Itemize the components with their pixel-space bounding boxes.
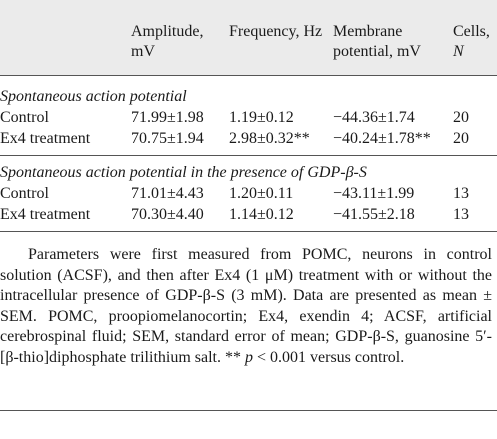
section-title: Spontaneous action potential in the pres… <box>0 164 367 181</box>
table-cell: 1.19±0.12 <box>229 109 294 126</box>
table-cell: 2.98±0.32** <box>229 129 310 147</box>
table-cell: 1.20±0.11 <box>229 185 294 202</box>
table-cell: −41.55±2.18 <box>333 205 415 223</box>
table-cell: −40.24±1.78** <box>333 129 431 147</box>
footnote-text: p <box>245 348 253 366</box>
section-title: Spontaneous action potential <box>0 88 187 105</box>
table-cell: 70.30±4.40 <box>131 205 204 223</box>
footnote-text: < 0.001 versus control. <box>253 348 405 366</box>
footnote: Parameters were first measured from POMC… <box>0 245 492 369</box>
rule <box>0 231 497 232</box>
row-label: Control <box>0 185 49 202</box>
table-cell: 71.01±4.43 <box>131 185 204 202</box>
table-cell: 13 <box>453 185 469 202</box>
rule <box>0 410 497 411</box>
column-header: Frequency, Hz <box>229 23 323 40</box>
table-cell: 70.75±1.94 <box>131 129 204 147</box>
table-cell: −44.36±1.74 <box>333 109 415 126</box>
column-header-text: N <box>453 43 464 60</box>
rule <box>0 75 497 76</box>
rule <box>0 155 497 156</box>
table-cell: −43.11±1.99 <box>333 185 415 202</box>
footnote-text: Parameters were first measured from POMC… <box>0 246 492 366</box>
table-cell: 13 <box>453 205 469 223</box>
row-label: Ex4 treatment <box>0 129 91 147</box>
row-label: Control <box>0 109 49 126</box>
table-header-background <box>0 0 497 75</box>
column-header-text: Cells, <box>453 23 490 40</box>
table-cell: 20 <box>453 129 469 147</box>
table-cell: 20 <box>453 109 469 126</box>
row-label: Ex4 treatment <box>0 205 91 223</box>
column-header: Amplitude, mV <box>131 23 204 60</box>
table-cell: 71.99±1.98 <box>131 109 204 126</box>
table-cell: 1.14±0.12 <box>229 205 294 223</box>
column-header: Membrane potential, mV <box>333 23 421 60</box>
column-header: Cells, N <box>453 22 497 62</box>
